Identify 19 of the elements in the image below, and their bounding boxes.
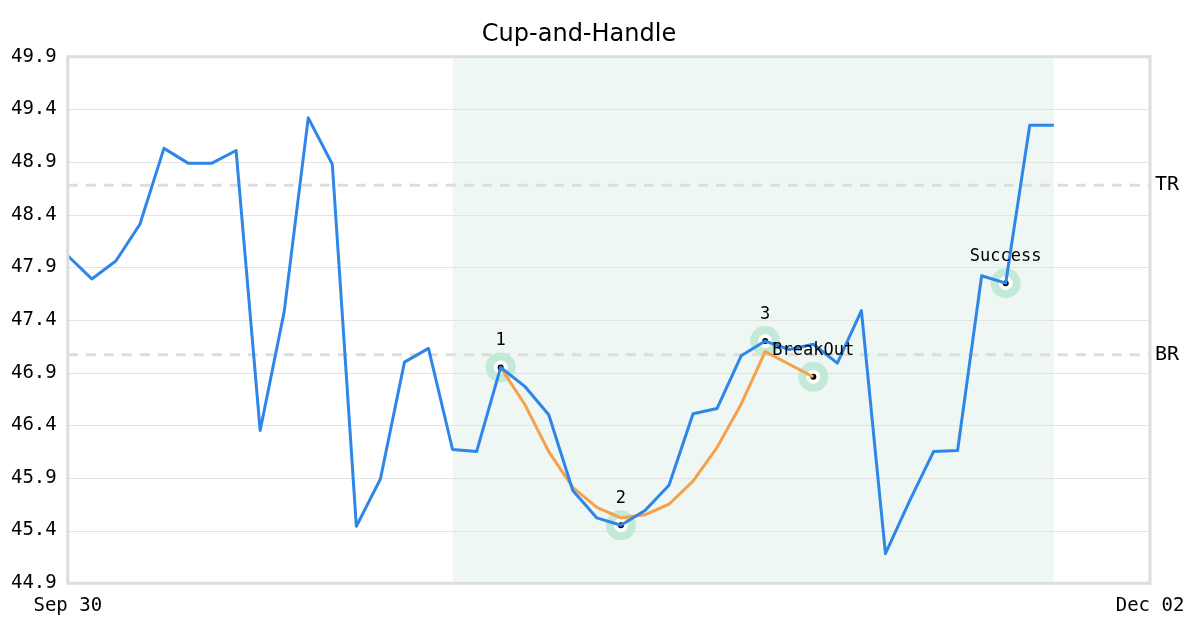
y-tick-label: 48.9 <box>10 149 57 172</box>
y-tick-label: 49.9 <box>10 43 57 66</box>
annotation: 3 <box>760 302 771 323</box>
ref-line-label: TR <box>1155 171 1181 196</box>
y-tick-label: 46.4 <box>10 412 57 435</box>
y-tick-label: 45.4 <box>10 517 57 540</box>
chart-title: Cup-and-Handle <box>481 18 677 47</box>
x-tick-label: Sep 30 <box>33 592 103 615</box>
annotation: 2 <box>615 487 627 508</box>
y-tick-label: 47.9 <box>10 254 57 277</box>
ref-line-label: BR <box>1155 340 1181 365</box>
y-tick-label: 46.9 <box>10 359 57 382</box>
y-tick-label: 44.9 <box>10 570 57 593</box>
y-tick-label: 48.4 <box>10 201 57 224</box>
y-tick-label: 45.9 <box>10 464 57 487</box>
x-tick-label: Dec 02 <box>1115 592 1185 615</box>
y-tick-label: 47.4 <box>10 306 57 329</box>
annotation: 1 <box>495 329 506 350</box>
y-tick-label: 49.4 <box>10 96 57 119</box>
